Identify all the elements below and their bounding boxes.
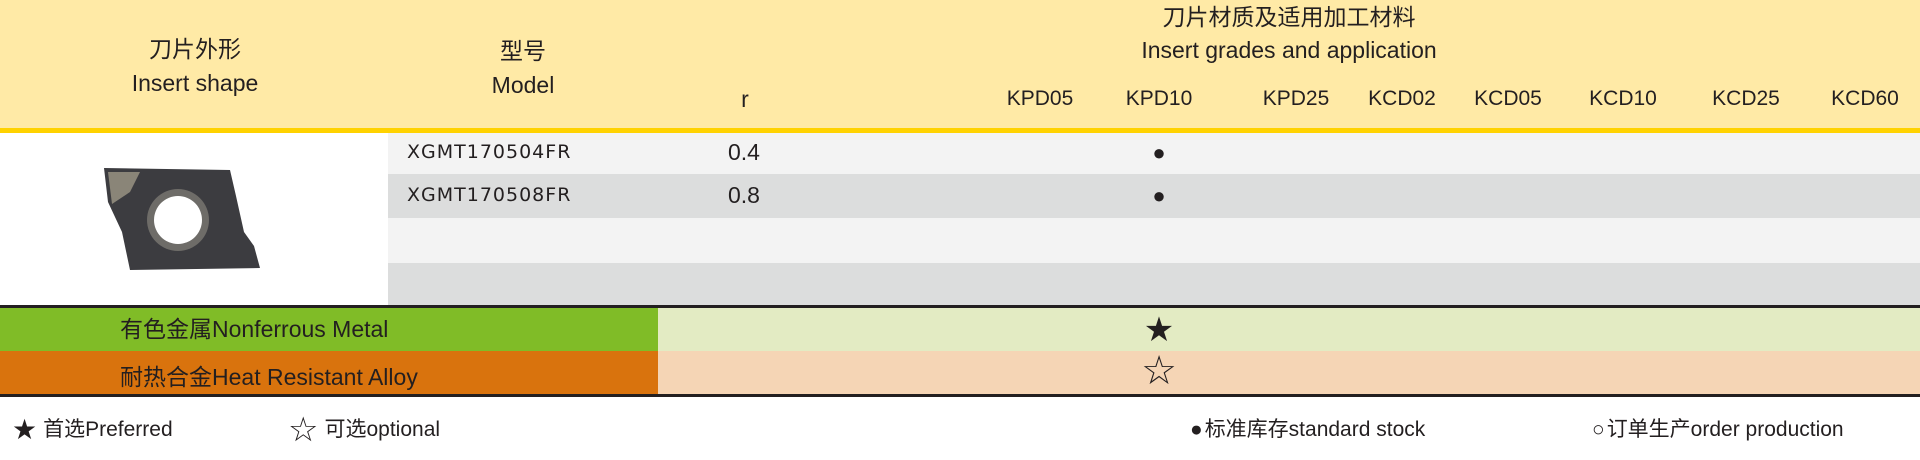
application-label: 有色金属Nonferrous Metal (120, 316, 389, 342)
table-header (0, 0, 1920, 128)
model-header-en: Model (491, 72, 555, 98)
r-header: r (741, 86, 749, 112)
application-label: 耐热合金Heat Resistant Alloy (120, 364, 418, 390)
grades-header-en: Insert grades and application (1141, 37, 1437, 63)
table-row (388, 218, 1920, 263)
model-header-cn: 型号 (500, 38, 546, 64)
model-cell: XGMT170504FR (407, 141, 572, 163)
outline-star-icon: ☆ (288, 411, 319, 449)
radius-cell: 0.4 (728, 139, 760, 165)
outline-circle-icon: ○ (1592, 418, 1605, 441)
application-grade-cell (658, 351, 1920, 394)
grade-header: KCD02 (1368, 87, 1436, 110)
grade-header: KCD60 (1831, 87, 1899, 110)
grade-header: KPD25 (1262, 87, 1330, 110)
grade-header: KPD05 (1006, 87, 1074, 110)
insert-shape-image (104, 168, 260, 270)
preferred-star-icon: ★ (1143, 311, 1175, 349)
standard-stock-mark: ● (1152, 183, 1166, 208)
section-divider (0, 305, 1920, 308)
grades-header-cn: 刀片材质及适用加工材料 (1162, 4, 1416, 30)
grade-header: KPD10 (1125, 87, 1193, 110)
model-cell: XGMT170508FR (407, 184, 572, 206)
legend-standard-stock: ● 标准库存standard stock (1190, 418, 1426, 441)
application-label-cell (0, 308, 658, 351)
header-divider (0, 128, 1920, 133)
application-grade-cell (658, 308, 1920, 351)
grade-header: KCD05 (1474, 87, 1542, 110)
standard-stock-mark: ● (1152, 140, 1166, 165)
grade-header: KCD10 (1589, 87, 1657, 110)
legend-order-production: ○ 订单生产order production (1592, 418, 1844, 441)
shape-header-en: Insert shape (131, 70, 259, 96)
optional-star-icon: ☆ (1141, 349, 1177, 393)
grade-header: KCD25 (1712, 87, 1780, 110)
filled-star-icon: ★ (12, 414, 38, 445)
filled-circle-icon: ● (1190, 418, 1203, 441)
section-divider (0, 394, 1920, 397)
table-row (388, 174, 1920, 218)
table-row (388, 133, 1920, 174)
legend-optional: ☆ 可选optional (288, 411, 441, 449)
application-label-cell (0, 351, 658, 394)
legend-preferred: ★ 首选Preferred (12, 414, 173, 445)
shape-header-cn: 刀片外形 (149, 36, 241, 62)
table-row (388, 263, 1920, 305)
radius-cell: 0.8 (728, 182, 760, 208)
